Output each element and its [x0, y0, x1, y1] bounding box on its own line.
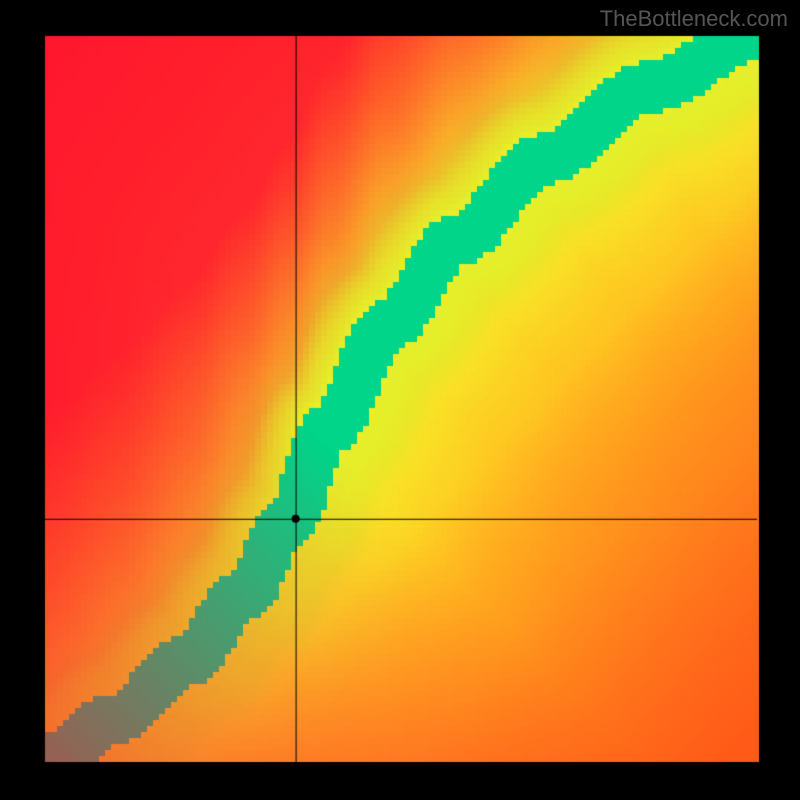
watermark-text: TheBottleneck.com	[600, 6, 788, 32]
heatmap-chart	[0, 0, 800, 800]
